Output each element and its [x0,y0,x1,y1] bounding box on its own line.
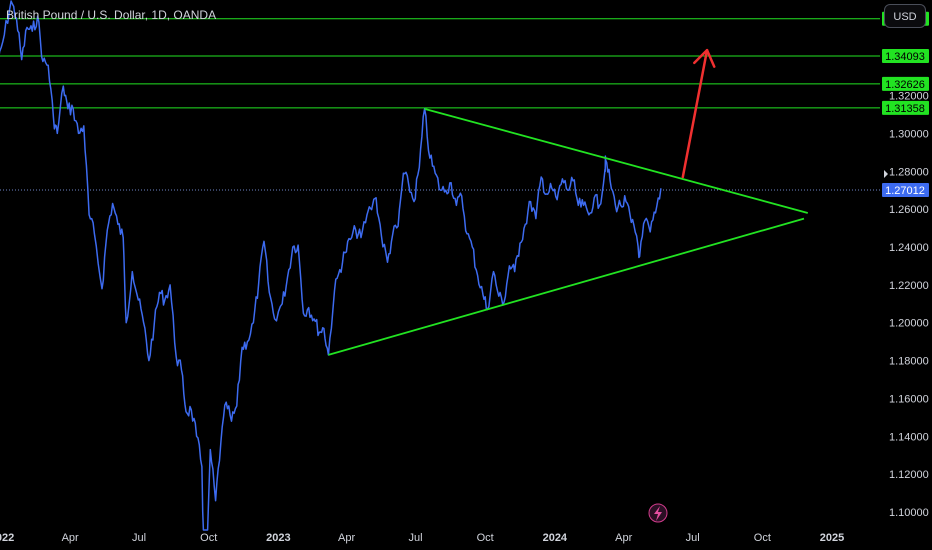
trendline-0 [424,107,809,214]
level-label-1: 1.34093 [885,51,925,63]
y-tick-label-2: 1.14000 [889,431,929,443]
level-label-2: 1.32626 [885,79,925,91]
x-tick-label-6: Jul [408,532,422,544]
price-scale-marker-icon [884,170,888,179]
level-label-bg-2 [882,76,929,91]
chart-title: British Pound / U.S. Dollar, 1D, OANDA [6,8,217,22]
y-tick-label-5: 1.20000 [889,318,929,330]
x-tick-label-4: 2023 [266,532,290,544]
y-tick-label-0: 1.10000 [889,507,929,519]
x-tick-label-8: 2024 [543,532,568,544]
x-tick-label-9: Apr [615,532,632,544]
x-tick-label-3: Oct [200,532,217,544]
level-label-bg-1 [882,49,929,64]
y-tick-label-4: 1.18000 [889,356,929,368]
x-tick-label-11: Oct [754,532,771,544]
y-tick-label-7: 1.24000 [889,242,929,254]
y-tick-label-1: 1.12000 [889,469,929,481]
arrow-head-icon [693,48,716,68]
current-price-label: 1.27012 [885,185,925,197]
currency-button[interactable]: USD [884,4,926,28]
y-tick-label-10: 1.30000 [889,128,929,140]
arrow-shaft [681,48,709,179]
x-tick-label-7: Oct [477,532,494,544]
y-tick-label-6: 1.22000 [889,280,929,292]
level-label-bg-3 [882,100,929,115]
level-label-3: 1.31358 [885,103,925,115]
x-tick-label-5: Apr [338,532,355,544]
lightning-bolt-icon-glyph [654,506,662,521]
price-line [0,0,662,531]
y-tick-label-9: 1.28000 [889,166,929,178]
y-tick-label-8: 1.26000 [889,204,929,216]
x-tick-label-10: Jul [686,532,700,544]
y-tick-label-11: 1.32000 [889,91,929,103]
trendline-1 [328,217,805,356]
x-tick-label-0: 2022 [0,532,14,544]
lightning-bolt-icon [648,503,668,523]
x-tick-label-2: Jul [132,532,146,544]
x-tick-label-12: 2025 [820,532,844,544]
y-tick-label-3: 1.16000 [889,393,929,405]
current-price-label-bg [882,183,929,198]
x-tick-label-1: Apr [62,532,79,544]
